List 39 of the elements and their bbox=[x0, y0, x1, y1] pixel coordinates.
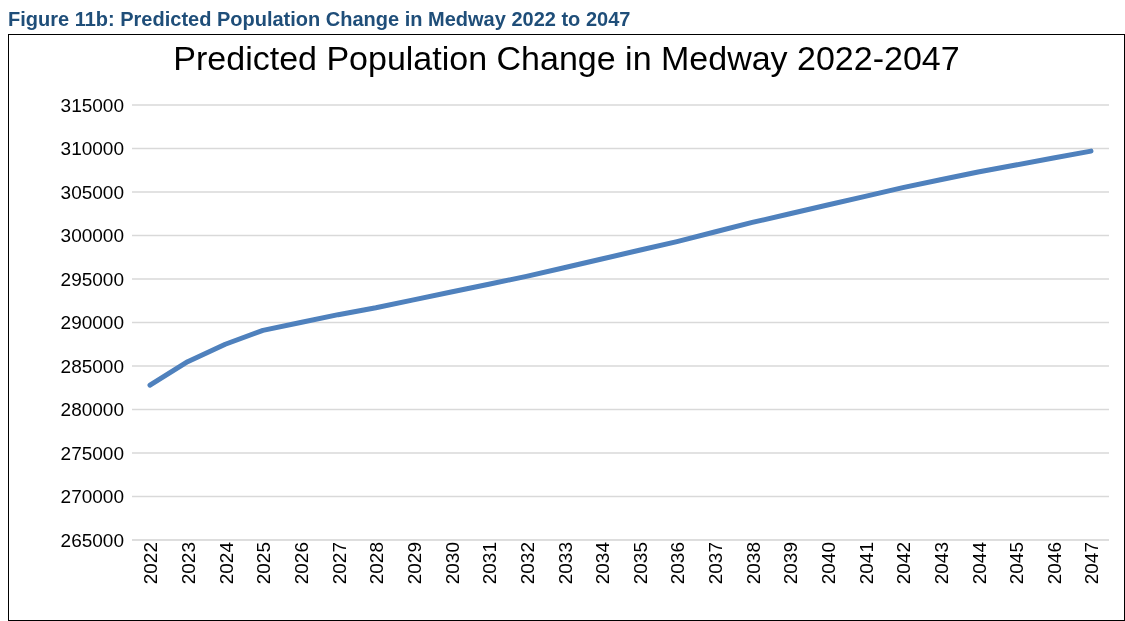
x-tick-label: 2036 bbox=[667, 542, 689, 585]
x-tick-label: 2022 bbox=[140, 542, 162, 585]
x-tick-label: 2044 bbox=[968, 541, 990, 585]
x-tick-label: 2030 bbox=[441, 542, 463, 585]
y-tick-label: 300000 bbox=[60, 225, 124, 247]
y-tick-label: 295000 bbox=[60, 268, 124, 290]
x-tick-label: 2034 bbox=[592, 541, 614, 585]
x-tick-label: 2041 bbox=[855, 542, 877, 585]
x-tick-label: 2032 bbox=[516, 542, 538, 585]
x-tick-label: 2040 bbox=[818, 542, 840, 585]
caption: Figure 11b: Predicted Population Change in Medway 2022 to 2047 bbox=[8, 8, 631, 31]
y-tick-label: 265000 bbox=[60, 529, 124, 551]
y-tick-label: 315000 bbox=[60, 94, 124, 116]
y-tick-label: 285000 bbox=[60, 355, 124, 377]
x-tick-label: 2025 bbox=[253, 542, 275, 585]
x-tick-label: 2043 bbox=[930, 542, 952, 585]
x-tick-label: 2031 bbox=[479, 542, 501, 585]
y-tick-label: 305000 bbox=[60, 181, 124, 203]
x-tick-label: 2039 bbox=[780, 542, 802, 585]
x-tick-label: 2033 bbox=[554, 542, 576, 585]
x-tick-label: 2024 bbox=[215, 541, 237, 585]
x-tick-label: 2035 bbox=[629, 542, 651, 585]
y-tick-label: 275000 bbox=[60, 442, 124, 464]
x-tick-label: 2027 bbox=[328, 542, 350, 585]
x-tick-label: 2038 bbox=[742, 542, 764, 585]
x-tick-label: 2047 bbox=[1081, 542, 1103, 585]
y-tick-label: 290000 bbox=[60, 312, 124, 334]
x-tick-label: 2046 bbox=[1043, 542, 1065, 585]
x-tick-label: 2042 bbox=[893, 542, 915, 585]
x-tick-label: 2028 bbox=[366, 542, 388, 585]
x-tick-label: 2037 bbox=[705, 542, 727, 585]
x-tick-label: 2045 bbox=[1006, 542, 1028, 585]
x-tick-label: 2026 bbox=[291, 542, 313, 585]
y-tick-label: 270000 bbox=[60, 486, 124, 508]
x-tick-label: 2029 bbox=[403, 542, 425, 585]
y-tick-label: 280000 bbox=[60, 399, 124, 421]
x-tick-label: 2023 bbox=[178, 542, 200, 585]
y-tick-label: 310000 bbox=[60, 138, 124, 160]
chart-title: Predicted Population Change in Medway 2022-2047 bbox=[172, 39, 961, 78]
